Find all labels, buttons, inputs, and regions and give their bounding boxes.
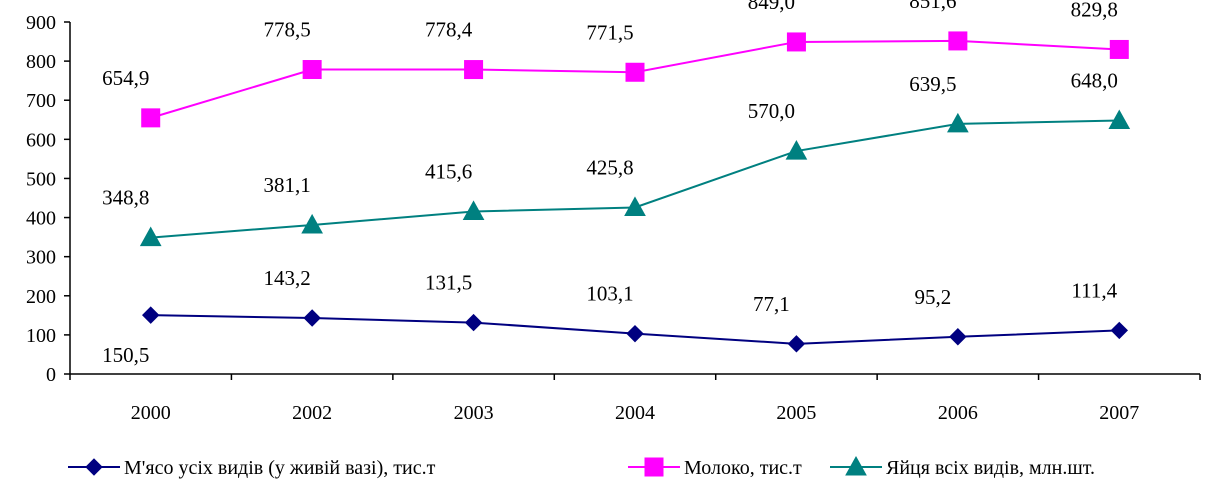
- legend-entry: М'ясо усіх видів (у живій вазі), тис.т: [68, 457, 436, 479]
- y-tick-label: 200: [26, 286, 56, 308]
- data-point-diamond: [1110, 321, 1128, 340]
- data-point-triangle: [624, 196, 646, 216]
- data-label: 570,0: [748, 99, 795, 123]
- y-tick-label: 0: [46, 364, 56, 386]
- y-tick-label: 900: [26, 12, 56, 34]
- data-label: 849,0: [748, 0, 795, 14]
- data-point-square: [141, 108, 161, 128]
- y-tick-label: 600: [26, 129, 56, 151]
- data-point-triangle: [139, 226, 162, 247]
- data-label: 778,4: [425, 18, 473, 42]
- data-label: 143,2: [264, 266, 311, 290]
- data-label: 654,9: [102, 66, 149, 90]
- data-point-square: [302, 60, 322, 80]
- legend-label: Молоко, тис.т: [684, 457, 802, 479]
- data-label: 150,5: [102, 343, 149, 367]
- data-point-triangle: [785, 140, 808, 160]
- data-point-triangle: [1108, 109, 1131, 130]
- series-diamond: [142, 306, 1128, 353]
- data-point-diamond: [787, 335, 806, 353]
- data-label: 77,1: [753, 292, 790, 316]
- legend-entry: Молоко, тис.т: [628, 457, 802, 479]
- data-labels: 150,5 143,2 131,5 103,1 77,1 95,2 111,4 654,9 77…: [102, 0, 1118, 367]
- data-point-diamond: [85, 458, 103, 476]
- y-tick-label: 300: [26, 247, 56, 269]
- data-point-diamond: [142, 306, 160, 324]
- x-tick-label: 2000: [131, 402, 171, 424]
- data-point-square: [464, 60, 484, 80]
- data-label: 95,2: [914, 285, 951, 309]
- legend: М'ясо усіх видів (у живій вазі), тис.т Мо…: [68, 455, 1095, 479]
- data-label: 381,1: [264, 173, 311, 197]
- data-label: 131,5: [425, 271, 472, 295]
- legend-entry: Яйця всіх видів, млн.шт.: [830, 455, 1095, 479]
- data-point-triangle: [301, 213, 323, 234]
- data-point-square: [948, 31, 968, 51]
- data-label: 111,4: [1071, 278, 1117, 302]
- data-label: 415,6: [425, 159, 472, 183]
- data-label: 778,5: [264, 18, 311, 42]
- series-layer: [139, 31, 1131, 353]
- data-label: 829,8: [1071, 0, 1118, 21]
- data-point-diamond: [464, 313, 483, 332]
- data-point-triangle: [947, 112, 969, 133]
- x-tick-label: 2003: [454, 402, 494, 424]
- legend-label: М'ясо усіх видів (у живій вазі), тис.т: [124, 457, 436, 479]
- data-point-square: [1109, 39, 1129, 59]
- x-tick-label: 2007: [1099, 402, 1139, 424]
- series-square: [141, 31, 1129, 128]
- x-tick-label: 2005: [776, 402, 816, 424]
- data-point-square: [644, 457, 664, 477]
- x-tick-label: 2004: [615, 402, 655, 424]
- y-tick-label: 500: [26, 168, 56, 190]
- data-label: 648,0: [1071, 69, 1118, 93]
- data-label: 851,6: [909, 0, 956, 13]
- x-tick-label: 2002: [292, 402, 332, 424]
- data-point-triangle: [845, 455, 867, 476]
- data-label: 103,1: [586, 282, 633, 306]
- data-point-square: [625, 62, 645, 82]
- chart-axes: 0 100 200 300 400 500 600 700 800 900 2000 2002 2003…: [26, 12, 1201, 424]
- data-label: 639,5: [909, 72, 956, 96]
- y-tick-label: 400: [26, 208, 56, 230]
- data-point-square: [786, 32, 806, 52]
- data-point-triangle: [462, 200, 485, 220]
- data-point-diamond: [626, 324, 644, 343]
- data-point-diamond: [949, 328, 967, 346]
- x-tick-label: 2006: [938, 402, 978, 424]
- y-tick-label: 100: [26, 325, 56, 347]
- series-triangle: [139, 109, 1131, 247]
- y-tick-label: 800: [26, 51, 56, 73]
- data-label: 771,5: [586, 20, 633, 44]
- legend-label: Яйця всіх видів, млн.шт.: [886, 457, 1095, 479]
- data-point-diamond: [303, 309, 321, 327]
- y-tick-label: 700: [26, 90, 56, 112]
- data-label: 348,8: [102, 186, 149, 210]
- data-label: 425,8: [586, 155, 633, 179]
